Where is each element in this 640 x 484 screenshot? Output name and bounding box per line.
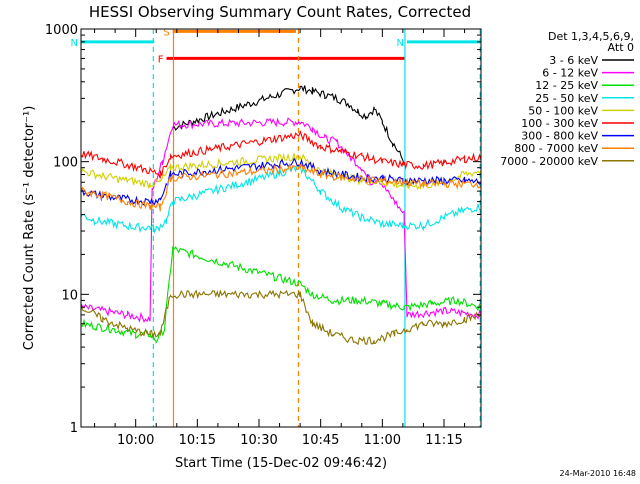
series-line <box>80 164 482 234</box>
x-tick-label: 11:15 <box>425 433 462 448</box>
legend-label: 7000 - 20000 keV <box>500 155 598 168</box>
y-axis: 1 10 100 1000 <box>45 23 481 436</box>
series-line <box>80 117 482 323</box>
legend-subtitle: Att 0 <box>608 41 634 54</box>
legend-label: 12 - 25 keV <box>535 79 598 92</box>
series-line <box>172 85 405 165</box>
event-lines <box>152 29 481 427</box>
series-line <box>80 152 482 191</box>
footer-date: 24-Mar-2010 16:48 <box>560 469 637 478</box>
legend-label: 25 - 50 keV <box>535 92 598 105</box>
flag-letter: N <box>71 38 78 49</box>
y-tick-label: 1000 <box>45 23 78 38</box>
x-axis: 10:00 10:15 10:30 10:45 11:00 11:15 <box>94 29 466 448</box>
y-axis-label: Corrected Count Rate (s⁻¹ detector⁻¹) <box>22 106 37 351</box>
legend-label: 800 - 7000 keV <box>514 142 598 155</box>
x-tick-label: 11:00 <box>364 433 401 448</box>
legend-label: 100 - 300 keV <box>521 117 598 130</box>
flag-letter: F <box>158 54 164 65</box>
series-line <box>80 130 482 179</box>
observing-flags: S N N F <box>71 27 481 65</box>
y-tick-label: 100 <box>53 156 78 171</box>
x-tick-label: 10:15 <box>179 433 216 448</box>
x-axis-label: Start Time (15-Dec-02 09:46:42) <box>175 456 387 471</box>
chart-title: HESSI Observing Summary Count Rates, Cor… <box>89 3 471 21</box>
x-tick-label: 10:30 <box>240 433 277 448</box>
legend-title: Det 1,3,4,5,6,9, <box>548 30 634 43</box>
flag-letter: S <box>163 27 169 38</box>
flag-letter: N <box>397 38 404 49</box>
legend-label: 300 - 800 keV <box>521 130 598 143</box>
y-tick-label: 10 <box>61 288 78 303</box>
series-line <box>80 245 482 345</box>
series-line <box>80 162 482 212</box>
series-lines <box>80 85 482 346</box>
series-line <box>80 157 482 206</box>
y-tick-label: 1 <box>70 421 78 436</box>
legend-label: 6 - 12 keV <box>542 67 598 80</box>
x-tick-label: 10:00 <box>117 433 154 448</box>
legend-label: 50 - 100 keV <box>528 104 598 117</box>
series-line <box>80 289 482 346</box>
legend-label: 3 - 6 keV <box>549 54 598 67</box>
plot-frame <box>80 28 482 428</box>
x-tick-label: 10:45 <box>302 433 339 448</box>
